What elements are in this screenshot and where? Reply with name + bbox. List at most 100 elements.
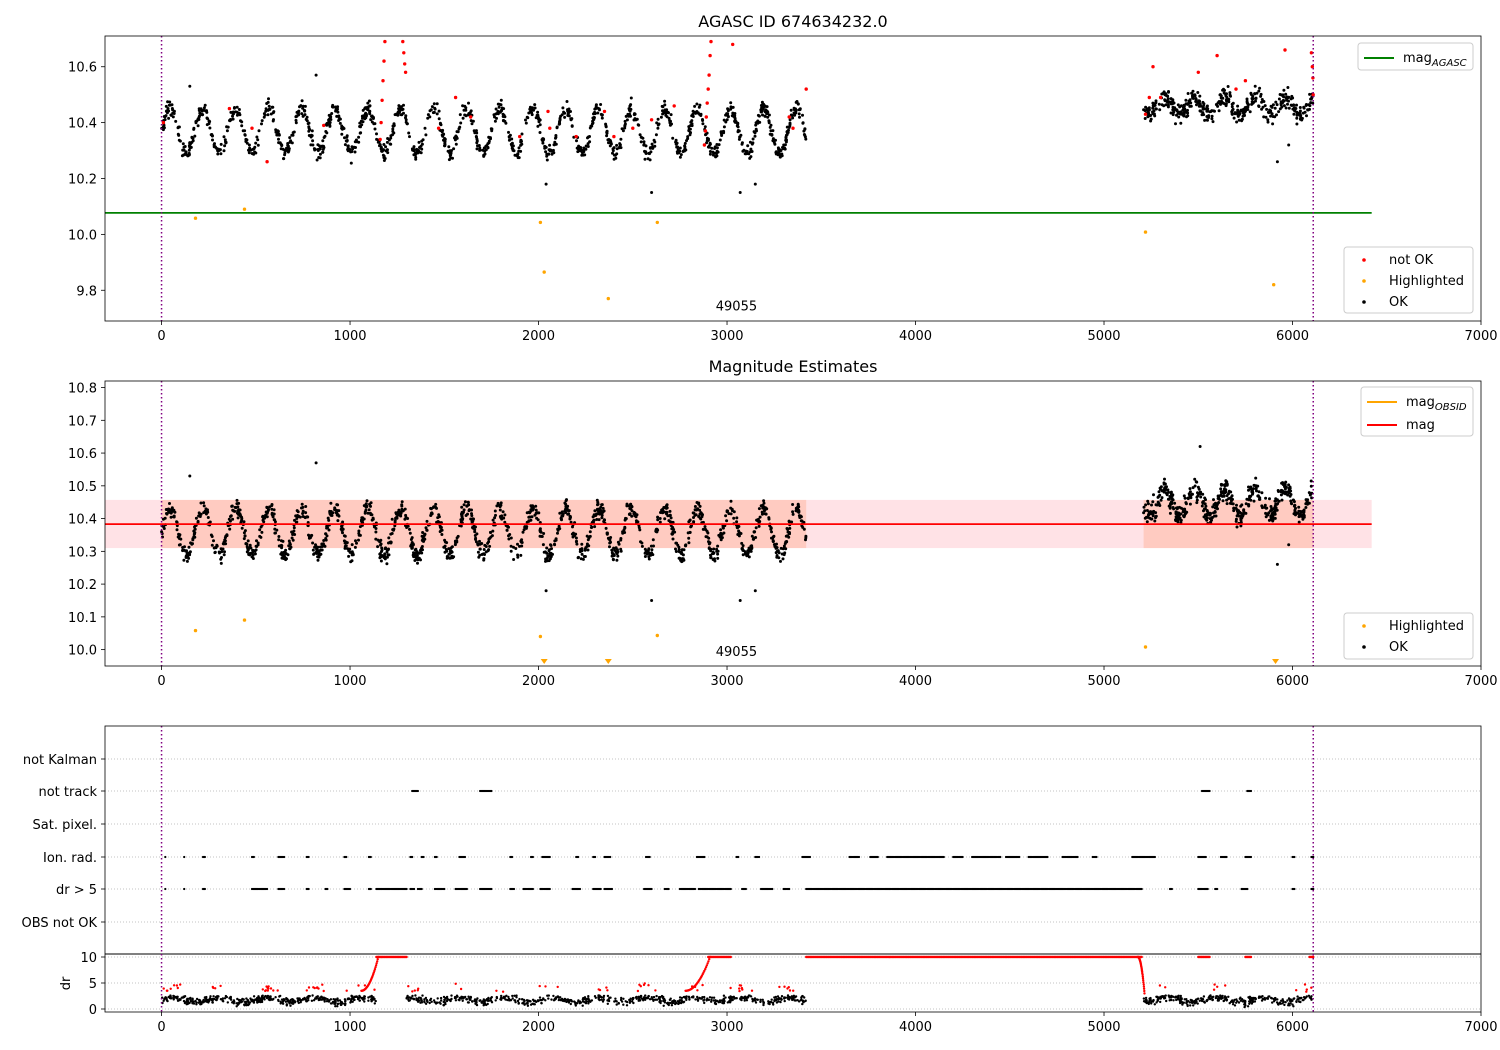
- point-ok: [566, 109, 570, 113]
- point-ok: [1146, 499, 1150, 503]
- point-ok: [611, 151, 614, 155]
- point-ok: [170, 103, 174, 107]
- point-ok: [188, 84, 192, 88]
- point-ok: [1174, 511, 1178, 515]
- point-ok: [793, 113, 797, 117]
- point-ok: [588, 534, 592, 538]
- point-ok: [611, 149, 615, 153]
- point-ok: [434, 502, 438, 506]
- point-ok: [181, 142, 185, 146]
- point-ok: [293, 518, 296, 522]
- point-ok: [716, 552, 720, 556]
- point-not-ok: [1234, 87, 1238, 91]
- point-ok: [247, 151, 251, 155]
- legend-label: OK: [1389, 640, 1408, 655]
- point-ok: [544, 559, 547, 563]
- point-ok: [1202, 104, 1206, 107]
- point-ok: [178, 543, 182, 547]
- point-ok: [415, 147, 419, 151]
- point-ok: [751, 137, 755, 141]
- point-ok: [185, 549, 188, 553]
- point-ok: [1166, 488, 1170, 492]
- point-ok: [684, 543, 688, 547]
- point-ok: [1149, 117, 1153, 121]
- point-ok: [435, 102, 439, 106]
- point-ok: [1195, 498, 1199, 502]
- point-ok: [1213, 503, 1216, 507]
- point-ok: [160, 530, 164, 534]
- point-ok: [1168, 511, 1172, 515]
- point-ok: [197, 109, 201, 112]
- point-ok: [521, 530, 525, 534]
- flag-marker: [1216, 887, 1219, 891]
- point-ok: [223, 536, 227, 540]
- point-ok: [697, 515, 701, 518]
- point-ok: [321, 150, 325, 154]
- point-ok: [371, 517, 375, 521]
- point-ok: [1302, 508, 1306, 512]
- point-ok: [239, 520, 243, 524]
- point-ok: [574, 536, 578, 540]
- point-ok: [619, 538, 623, 542]
- point-ok: [1242, 508, 1246, 512]
- point-ok: [1297, 505, 1301, 509]
- point-ok: [549, 544, 553, 547]
- point-ok: [240, 516, 244, 520]
- point-ok: [451, 156, 454, 160]
- point-ok: [308, 534, 312, 538]
- point-ok: [414, 151, 417, 155]
- point-ok: [536, 124, 540, 128]
- point-ok: [623, 123, 627, 127]
- point-ok: [268, 505, 272, 509]
- obsid-annotation: 49055: [716, 645, 757, 660]
- legend-label: magAGASC: [1403, 51, 1467, 69]
- point-ok: [242, 531, 246, 535]
- point-not-ok: [380, 98, 384, 103]
- flag-marker: [345, 855, 348, 859]
- point-ok: [421, 531, 425, 534]
- point-ok: [1193, 93, 1197, 97]
- point-ok: [361, 518, 365, 522]
- point-ok: [382, 159, 386, 162]
- point-highlighted: [655, 220, 659, 225]
- point-ok: [462, 508, 466, 512]
- point-ok: [268, 107, 272, 111]
- point-ok: [482, 548, 486, 551]
- dr-point-ok: [274, 996, 277, 999]
- point-ok: [710, 146, 714, 150]
- point-ok: [1288, 486, 1292, 490]
- flag-marker: [1095, 855, 1098, 859]
- point-ok: [677, 556, 681, 560]
- point-ok: [309, 143, 313, 147]
- point-ok: [558, 122, 562, 126]
- point-ok: [612, 157, 616, 161]
- point-ok: [616, 540, 620, 544]
- point-ok: [326, 516, 330, 520]
- point-not-ok: [469, 115, 473, 119]
- point-ok: [208, 520, 212, 524]
- dr-point-not-ok: [363, 984, 367, 987]
- point-ok: [791, 512, 795, 516]
- point-ok: [733, 115, 737, 119]
- point-ok: [760, 510, 764, 514]
- point-ok: [754, 127, 758, 131]
- point-ok: [1237, 118, 1241, 122]
- point-ok: [612, 146, 616, 150]
- point-ok: [305, 115, 309, 119]
- point-ok: [570, 124, 574, 128]
- flag-marker: [183, 855, 186, 859]
- point-ok: [782, 143, 786, 147]
- point-not-ok: [787, 115, 791, 119]
- point-ok: [538, 123, 542, 127]
- point-ok: [763, 114, 767, 118]
- point-ok: [564, 507, 568, 511]
- point-ok: [583, 555, 587, 558]
- point-ok: [737, 529, 741, 533]
- point-ok: [385, 148, 389, 152]
- point-ok: [1225, 483, 1229, 487]
- point-highlighted: [538, 220, 543, 225]
- point-ok: [307, 129, 311, 133]
- point-ok: [520, 544, 524, 548]
- point-ok: [165, 111, 169, 115]
